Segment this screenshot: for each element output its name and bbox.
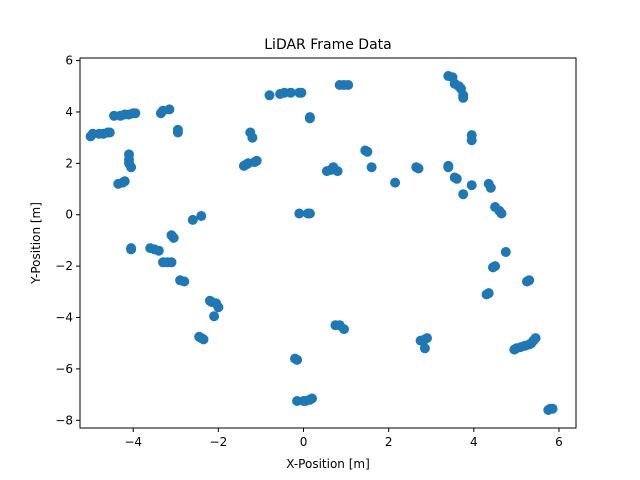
data-point bbox=[466, 180, 477, 191]
y-tick-label: 0 bbox=[65, 208, 73, 222]
y-axis-label: Y-Position [m] bbox=[29, 202, 43, 285]
data-point bbox=[153, 245, 164, 256]
data-point bbox=[343, 80, 354, 90]
data-point bbox=[296, 87, 307, 98]
data-point bbox=[307, 393, 317, 404]
data-point bbox=[304, 208, 315, 219]
data-point bbox=[524, 275, 535, 286]
scatter-points bbox=[85, 71, 558, 415]
data-point bbox=[458, 92, 469, 103]
y-tick-label: −6 bbox=[55, 362, 73, 376]
data-point bbox=[339, 324, 349, 335]
data-point bbox=[172, 127, 183, 138]
data-point bbox=[209, 311, 220, 322]
data-point bbox=[168, 232, 179, 243]
x-tick-label: 0 bbox=[300, 435, 308, 449]
data-point bbox=[366, 162, 377, 173]
data-point bbox=[130, 108, 141, 119]
data-point bbox=[292, 354, 303, 365]
data-point bbox=[530, 333, 541, 344]
y-tick-label: −2 bbox=[55, 259, 73, 273]
data-point bbox=[413, 163, 424, 174]
x-tick-label: −4 bbox=[124, 435, 142, 449]
data-point bbox=[362, 146, 373, 157]
data-point bbox=[500, 247, 511, 257]
data-point bbox=[451, 173, 462, 184]
data-point bbox=[390, 177, 401, 188]
data-point bbox=[496, 208, 507, 219]
x-tick-label: 2 bbox=[385, 435, 393, 449]
data-point bbox=[164, 104, 175, 115]
data-point bbox=[490, 261, 501, 272]
data-point bbox=[285, 87, 296, 98]
data-point bbox=[485, 182, 496, 193]
data-point bbox=[419, 343, 430, 354]
data-point bbox=[187, 214, 198, 225]
data-point bbox=[332, 166, 343, 177]
data-point bbox=[126, 244, 137, 255]
data-point bbox=[483, 288, 494, 299]
y-tick-label: 6 bbox=[65, 54, 73, 68]
data-point bbox=[294, 208, 305, 219]
data-point bbox=[304, 113, 315, 124]
y-tick-label: −8 bbox=[55, 413, 73, 427]
y-tick-label: 2 bbox=[65, 156, 73, 170]
data-point bbox=[443, 162, 454, 173]
y-axis: −8 −6 −4 −2 0 2 4 6 bbox=[55, 54, 80, 427]
data-point bbox=[104, 127, 115, 138]
y-tick-label: −4 bbox=[55, 311, 73, 325]
data-point bbox=[213, 302, 224, 313]
data-point bbox=[422, 333, 432, 344]
plot-frame bbox=[79, 57, 577, 429]
x-axis-label: X-Position [m] bbox=[286, 457, 370, 471]
x-tick-label: 6 bbox=[555, 435, 563, 449]
data-point bbox=[198, 334, 209, 345]
x-tick-label: 4 bbox=[470, 435, 478, 449]
chart-title: LiDAR Frame Data bbox=[264, 37, 391, 53]
y-tick-label: 4 bbox=[65, 105, 73, 119]
data-point bbox=[196, 211, 207, 221]
data-point bbox=[179, 276, 190, 287]
data-point bbox=[547, 403, 558, 414]
x-axis: −4 −2 0 2 4 6 bbox=[124, 428, 563, 449]
data-point bbox=[251, 155, 262, 166]
data-point bbox=[458, 189, 469, 200]
data-point bbox=[166, 257, 177, 268]
data-point bbox=[264, 90, 275, 101]
x-tick-label: −2 bbox=[210, 435, 228, 449]
data-point bbox=[126, 162, 137, 173]
data-point bbox=[247, 132, 258, 143]
data-point bbox=[119, 176, 130, 187]
data-point bbox=[466, 135, 477, 146]
